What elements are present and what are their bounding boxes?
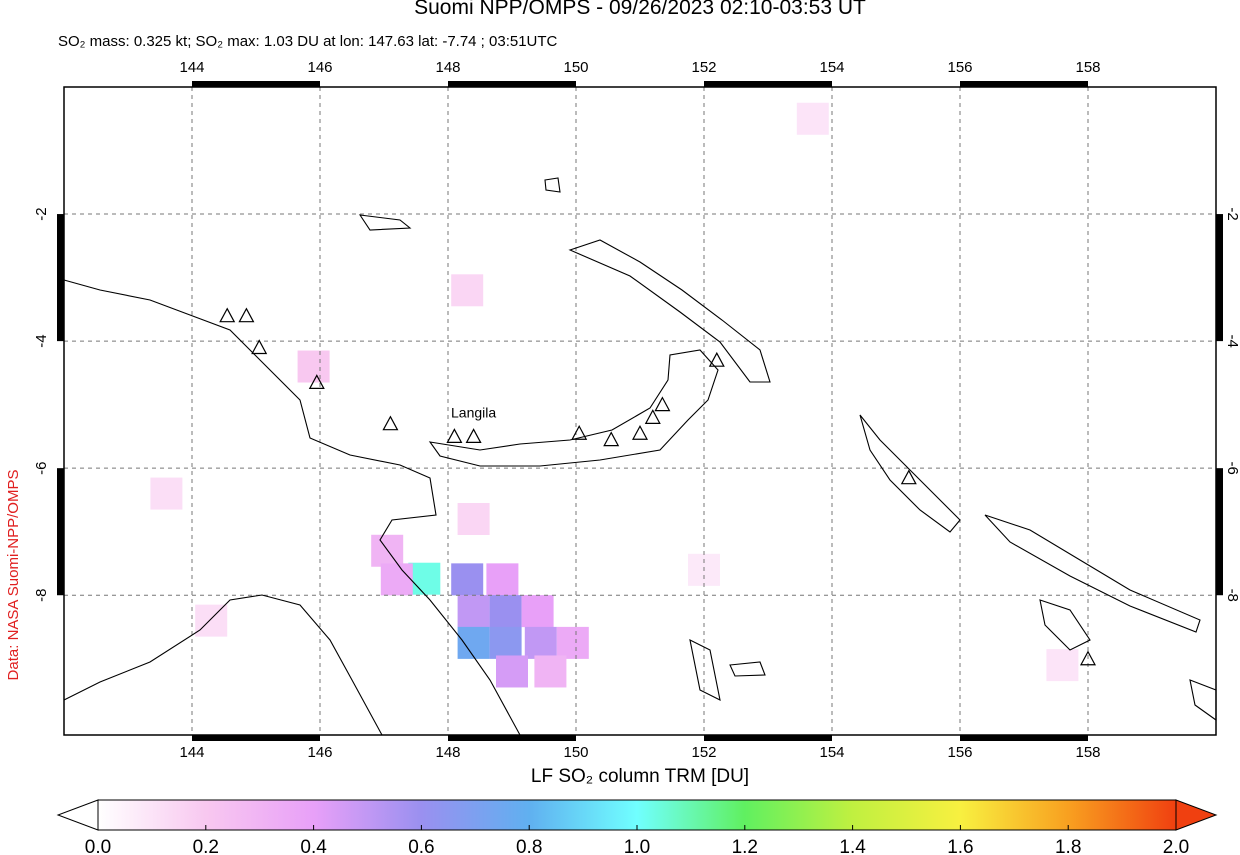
map-area	[64, 87, 1216, 735]
lon-tick-label: 158	[1075, 59, 1100, 76]
volcano-marker	[571, 424, 588, 440]
volcano-marker	[708, 351, 725, 367]
so2-cell	[195, 604, 228, 637]
lat-tick-label: -6	[1224, 462, 1240, 475]
so2-cell	[457, 595, 490, 628]
lon-tick-label: 148	[435, 744, 460, 761]
lon-tick-label: 146	[307, 744, 332, 761]
border-bar	[704, 81, 832, 87]
lon-tick-label: 154	[819, 744, 844, 761]
so2-cell	[380, 563, 413, 596]
colorbar-tick-label: 2.0	[1163, 837, 1189, 855]
so2-cell	[486, 563, 519, 596]
so2-cell	[1046, 649, 1079, 682]
volcano-marker	[251, 339, 268, 355]
so2-cell	[524, 626, 557, 659]
volcano-name: Langila	[451, 404, 496, 420]
so2-cell	[796, 102, 829, 135]
border-bar	[192, 735, 320, 741]
volcano-marker	[1079, 650, 1097, 666]
volcano-marker	[644, 409, 661, 424]
lat-tick-label: -2	[33, 207, 50, 220]
colorbar-tick-label: 0.2	[193, 837, 219, 855]
lon-tick-label: 150	[563, 59, 588, 76]
so2-cell	[489, 595, 522, 628]
so2-cell	[408, 562, 441, 595]
colorbar-tick-label: 1.6	[947, 837, 973, 855]
so2-cell	[534, 655, 567, 688]
border-bar	[57, 468, 64, 596]
subtitle: SO₂ mass: 0.325 kt; SO₂ max: 1.03 DU at …	[58, 33, 558, 50]
volcano-marker	[631, 424, 649, 440]
volcano-marker	[465, 428, 482, 444]
border-bar	[960, 735, 1088, 741]
so2-cell	[297, 350, 330, 383]
so2-cell	[521, 595, 554, 628]
volcano-marker	[219, 307, 236, 323]
so2-cell	[556, 626, 589, 659]
border-bar	[448, 735, 576, 741]
volcano-marker	[603, 431, 620, 447]
lon-tick-label: 144	[179, 744, 204, 761]
colorbar-tick-label: 1.2	[732, 837, 758, 855]
lon-tick-label: 146	[307, 59, 332, 76]
border-bar	[1216, 468, 1223, 596]
title: Suomi NPP/OMPS - 09/26/2023 02:10-03:53 …	[414, 0, 866, 19]
colorbar-tick-label: 0.8	[516, 837, 542, 855]
lon-tick-label: 156	[947, 59, 972, 76]
volcano-marker	[308, 374, 325, 390]
lon-tick-label: 156	[947, 744, 972, 761]
border-bar	[960, 81, 1088, 87]
lon-tick-label: 148	[435, 59, 460, 76]
coastlines	[63, 177, 1217, 736]
so2-cell	[150, 477, 183, 510]
colorbar-tick-label: 0.6	[408, 837, 434, 855]
lon-tick-label: 152	[691, 744, 716, 761]
so2-cell	[451, 274, 484, 307]
lon-tick-label: 154	[819, 59, 844, 76]
lon-tick-label: 158	[1075, 744, 1100, 761]
border-bar	[1216, 214, 1223, 342]
colorbar-tick-label: 1.4	[839, 837, 866, 855]
lon-tick-label: 152	[691, 59, 716, 76]
colorbar-tick-label: 1.0	[624, 837, 650, 855]
lat-tick-label: -4	[33, 334, 50, 347]
lon-tick-label: 150	[563, 744, 588, 761]
border-bar	[57, 214, 64, 342]
lon-tick-label: 144	[179, 59, 204, 76]
lat-tick-label: -4	[1224, 334, 1240, 347]
colorbar-tick-label: 1.8	[1055, 837, 1081, 855]
volcano-marker	[238, 307, 255, 323]
border-bar	[704, 735, 832, 741]
so2-cell	[451, 563, 484, 596]
volcano-marker	[900, 469, 917, 485]
so2-cell	[489, 626, 522, 659]
lat-tick-label: -6	[33, 462, 50, 475]
border-bar	[192, 81, 320, 87]
data-source: Data: NASA Suomi-NPP/OMPS	[5, 470, 22, 681]
so2-cell	[457, 626, 490, 659]
so2-cell	[371, 534, 404, 567]
so2-cell	[457, 503, 490, 535]
volcano-marker	[654, 396, 671, 412]
colorbar-under	[56, 799, 99, 831]
colorbar-tick-label: 0.4	[300, 837, 327, 855]
colorbar-over	[1175, 799, 1218, 831]
volcano-marker	[446, 428, 463, 444]
map-frame	[63, 86, 1217, 736]
border-bar	[448, 81, 576, 87]
lat-tick-label: -2	[1224, 207, 1240, 220]
colorbar-label: LF SO₂ column TRM [DU]	[531, 766, 749, 787]
volcano-marker	[382, 415, 399, 431]
colorbar-tick-label: 0.0	[85, 837, 111, 855]
lat-tick-label: -8	[33, 589, 50, 602]
lat-tick-label: -8	[1224, 589, 1240, 602]
so2-cell	[496, 655, 528, 688]
